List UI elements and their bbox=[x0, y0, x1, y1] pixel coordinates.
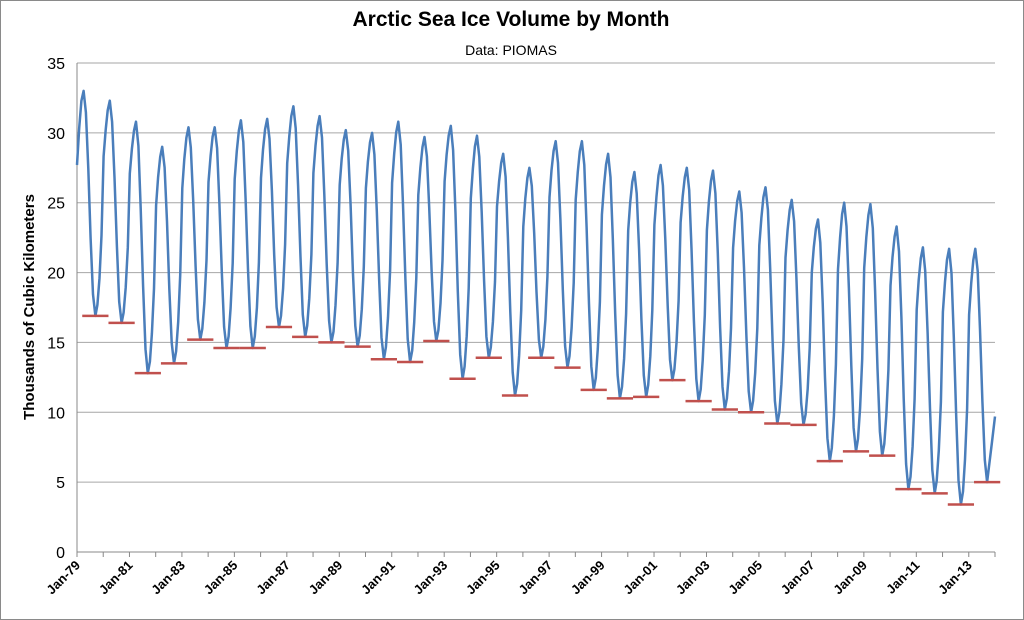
y-tick-label: 30 bbox=[47, 126, 65, 143]
x-tick-label: Jan-83 bbox=[148, 558, 188, 598]
x-tick-label: Jan-91 bbox=[358, 558, 398, 598]
ice-volume-line bbox=[75, 89, 997, 506]
x-tick-label: Jan-95 bbox=[463, 558, 503, 598]
y-tick-label: 20 bbox=[47, 266, 65, 283]
x-tick-label: Jan-11 bbox=[883, 558, 922, 597]
x-tick-label: Jan-01 bbox=[620, 558, 660, 598]
y-tick-label: 10 bbox=[47, 405, 65, 422]
y-tick-label: 25 bbox=[47, 196, 65, 213]
y-tick-label: 15 bbox=[47, 335, 65, 352]
minimum-markers bbox=[82, 314, 1001, 506]
chart-subtitle: Data: PIOMAS bbox=[465, 42, 557, 58]
x-tick-label: Jan-89 bbox=[306, 558, 346, 598]
y-tick-label: 35 bbox=[47, 56, 65, 73]
x-tick-label: Jan-07 bbox=[778, 558, 818, 598]
y-tick-label: 5 bbox=[56, 475, 65, 492]
x-tick-label: Jan-03 bbox=[673, 558, 713, 598]
series-layer bbox=[75, 89, 997, 506]
x-tick-label: Jan-05 bbox=[725, 558, 765, 598]
x-tick-label: Jan-81 bbox=[96, 558, 136, 598]
x-tick-label: Jan-93 bbox=[411, 558, 451, 598]
y-tick-labels: 0 5 10 15 20 25 30 35 bbox=[47, 56, 65, 562]
x-tick-label: Jan-13 bbox=[935, 558, 975, 598]
chart-title: Arctic Sea Ice Volume by Month bbox=[352, 8, 670, 31]
x-tick-label: Jan-97 bbox=[515, 558, 555, 598]
x-tick-labels: Jan-79 Jan-81 Jan-83 Jan-85 Jan-87 Jan-89 Jan-… bbox=[43, 552, 996, 598]
y-tick-label: 0 bbox=[56, 545, 65, 562]
x-tick-label: Jan-99 bbox=[568, 558, 608, 598]
x-tick-label: Jan-09 bbox=[830, 558, 870, 598]
y-axis-label: Thousands of Cubic Kilometers bbox=[21, 194, 38, 420]
x-tick-label: Jan-79 bbox=[43, 558, 83, 598]
x-tick-label: Jan-85 bbox=[201, 558, 241, 598]
x-tick-label: Jan-87 bbox=[253, 558, 293, 598]
